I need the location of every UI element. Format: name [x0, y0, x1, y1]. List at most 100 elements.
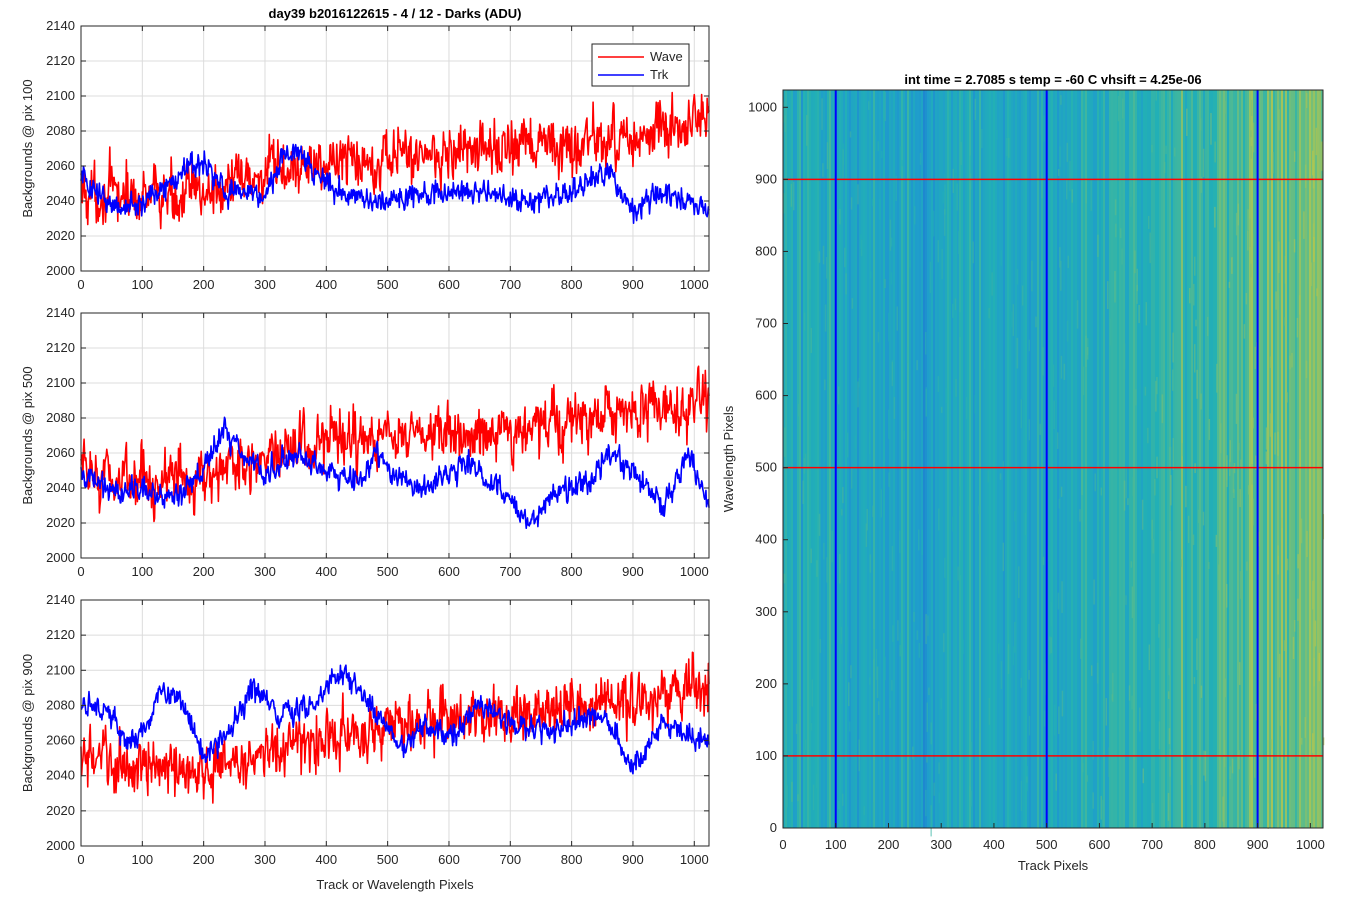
x-tick-label: 900 — [622, 277, 644, 292]
heatmap-stripe — [1127, 90, 1130, 828]
axes-frame — [80, 312, 710, 559]
heatmap-texture — [1127, 498, 1129, 506]
heatmap-stripe — [1225, 90, 1228, 828]
heatmap-texture — [1060, 486, 1063, 497]
heatmap-stripe — [1063, 90, 1066, 828]
y-tick-label: 800 — [755, 243, 777, 258]
y-tick-label: 2140 — [46, 592, 75, 607]
heatmap-texture — [1192, 534, 1195, 546]
y-tick-label: 2040 — [46, 768, 75, 783]
heatmap-stripe — [1079, 90, 1082, 828]
heatmap-texture — [1123, 480, 1126, 511]
x-tick-label: 0 — [779, 837, 786, 852]
x-tick-label: 200 — [878, 837, 900, 852]
heatmap-stripe — [1047, 90, 1050, 828]
heatmap-stripe — [967, 90, 970, 828]
heatmap-texture — [1306, 530, 1308, 558]
x-tick-label: 0 — [77, 277, 84, 292]
heatmap-texture — [786, 785, 789, 808]
heatmap-stripe — [903, 90, 906, 828]
heatmap-stripe — [791, 90, 794, 828]
x-tick-label: 100 — [131, 564, 153, 579]
y-tick-label: 600 — [755, 388, 777, 403]
y-tick-label: 2080 — [46, 123, 75, 138]
heatmap-texture — [1280, 736, 1283, 769]
heatmap-texture — [909, 752, 911, 782]
heatmap-stripe — [883, 90, 886, 828]
y-tick-label: 2020 — [46, 228, 75, 243]
heatmap-texture — [975, 721, 978, 729]
heatmap-texture — [1243, 324, 1246, 339]
heatmap-texture — [826, 557, 828, 583]
heatmap-texture — [1024, 512, 1026, 536]
y-tick-label: 700 — [755, 316, 777, 331]
heatmap-texture — [1050, 637, 1053, 654]
y-tick-label: 2040 — [46, 480, 75, 495]
heatmap-texture — [969, 155, 972, 184]
heatmap-texture — [1168, 446, 1171, 461]
heatmap-texture — [1186, 108, 1188, 137]
heatmap-texture — [925, 614, 927, 644]
heatmap-texture — [838, 554, 841, 584]
heatmap-stripe — [1305, 90, 1308, 828]
heatmap-stripe — [927, 90, 930, 828]
heatmap-stripe — [1151, 90, 1154, 828]
heatmap-texture — [1167, 792, 1170, 821]
heatmap-texture — [1142, 768, 1145, 784]
heatmap-plot: 0 100 200 300 400 500 600 700 800 900 1000 0 100 200 3… — [721, 89, 1325, 873]
heatmap-texture — [941, 249, 943, 280]
heatmap-texture — [1174, 147, 1176, 157]
line-plot-pix-100: 0 100 200 300 400 500 600 700 800 900 1000 2000 2020… — [20, 18, 710, 292]
heatmap-stripe — [973, 90, 976, 828]
heatmap-stripe — [871, 90, 874, 828]
heatmap-texture — [1010, 311, 1013, 328]
axes-frame — [80, 25, 710, 272]
heatmap-stripe — [933, 90, 936, 828]
series-line-wave — [80, 651, 710, 804]
heatmap-texture — [1152, 538, 1154, 554]
heatmap-texture — [1028, 670, 1030, 680]
heatmap-texture — [870, 271, 872, 279]
heatmap-texture — [1057, 432, 1059, 449]
heatmap-stripe — [1121, 90, 1124, 828]
heatmap-texture — [1060, 260, 1062, 291]
heatmap-texture — [1079, 509, 1081, 522]
heatmap-texture — [1251, 233, 1254, 246]
heatmap-stripe — [1183, 90, 1186, 828]
heatmap-stripe — [875, 90, 878, 828]
heatmap-texture — [1035, 316, 1037, 328]
heatmap-stripe — [1029, 90, 1032, 828]
heatmap-stripe — [1037, 90, 1040, 828]
heatmap-texture — [1008, 137, 1010, 158]
heatmap-stripe — [1195, 90, 1198, 828]
heatmap-stripe — [935, 90, 938, 828]
heatmap-texture — [1020, 780, 1023, 812]
heatmap-stripe — [897, 90, 900, 828]
heatmap-stripe — [1253, 90, 1256, 828]
heatmap-texture — [1092, 792, 1094, 809]
heatmap-texture — [1016, 269, 1019, 285]
heatmap-texture — [1314, 620, 1317, 647]
heatmap-texture — [1185, 485, 1187, 508]
heatmap-stripe — [1185, 90, 1188, 828]
heatmap-texture — [1255, 703, 1258, 721]
y-tick-label: 2020 — [46, 803, 75, 818]
heatmap-texture — [1114, 199, 1117, 216]
heatmap-texture — [1012, 646, 1015, 666]
heatmap-texture — [1040, 265, 1043, 292]
heatmap-texture — [810, 327, 813, 353]
heatmap-stripe — [855, 90, 858, 828]
heatmap-stripe — [1107, 90, 1110, 828]
heatmap-stripe — [1303, 90, 1306, 828]
heatmap-texture — [795, 723, 798, 735]
heatmap-stripe — [953, 90, 956, 828]
heatmap-texture — [785, 255, 787, 277]
heatmap-stripe — [909, 90, 912, 828]
heatmap-texture — [846, 626, 848, 653]
heatmap-texture — [1069, 160, 1071, 192]
heatmap-texture — [783, 102, 785, 123]
heatmap-texture — [875, 648, 878, 680]
heatmap-stripe — [969, 90, 972, 828]
heatmap-stripe — [931, 90, 934, 828]
heatmap-texture — [1250, 130, 1252, 138]
